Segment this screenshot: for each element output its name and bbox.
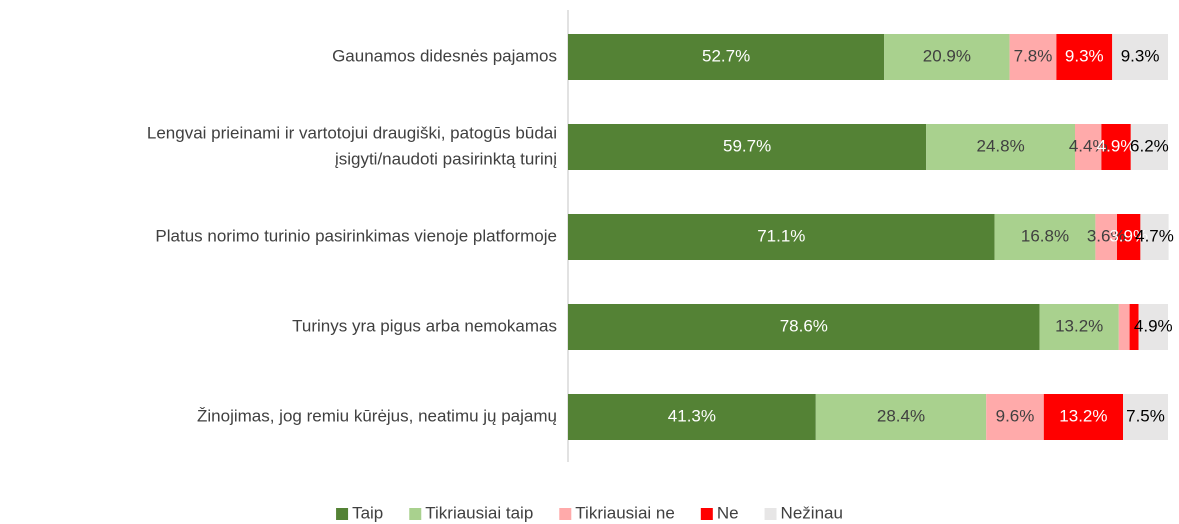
legend: Taip Tikriausiai taip Tikriausiai ne Ne Neži…	[336, 503, 843, 522]
value-label: 6.2%	[1130, 136, 1169, 155]
category-label: Žinojimas, jog remiu kūrėjus, neatimu jų…	[197, 406, 557, 425]
value-label: 28.4%	[877, 406, 925, 425]
bar-segment	[1130, 124, 1168, 170]
value-label: 71.1%	[757, 226, 805, 245]
value-label: 4.4%	[1069, 136, 1108, 155]
bar-segment	[1117, 214, 1141, 260]
value-label: 3.6%	[1087, 226, 1126, 245]
bar-segment	[1101, 124, 1131, 170]
bar-segment	[1009, 34, 1057, 80]
legend-swatch	[409, 508, 422, 520]
value-label: 13.2%	[1059, 406, 1107, 425]
value-label: 20.9%	[923, 46, 971, 65]
category-label: įsigyti/naudoti pasirinktą turinį	[335, 149, 557, 168]
bar-segment	[926, 124, 1075, 170]
bar-segment	[568, 124, 927, 170]
legend-swatch	[559, 508, 572, 520]
legend-swatch	[764, 508, 777, 520]
bar-segment	[1043, 394, 1123, 440]
bar-segment	[1123, 394, 1168, 440]
value-label: 59.7%	[723, 136, 771, 155]
value-label: 52.7%	[702, 46, 750, 65]
bar-segment	[884, 34, 1010, 80]
bar-segment	[568, 34, 885, 80]
value-label: 4.7%	[1135, 226, 1174, 245]
bar-segment	[994, 214, 1096, 260]
bar-segment	[1095, 214, 1117, 260]
value-label: 24.8%	[976, 136, 1024, 155]
value-label: 4.9%	[1134, 316, 1173, 335]
bar-segment	[1112, 34, 1168, 80]
legend-label: Tikriausiai taip	[425, 503, 533, 522]
value-label: 78.6%	[780, 316, 828, 335]
value-label: 7.5%	[1126, 406, 1165, 425]
bar-segment	[568, 304, 1040, 350]
bar-segment	[1118, 304, 1130, 350]
bar-segment	[1129, 304, 1139, 350]
value-label: 9.6%	[996, 406, 1035, 425]
category-label: Lengvai prieinami ir vartotojui draugišk…	[147, 123, 557, 142]
value-label: 9.3%	[1065, 46, 1104, 65]
legend-label: Ne	[717, 503, 739, 522]
legend-label: Tikriausiai ne	[575, 503, 675, 522]
bar-segment	[1056, 34, 1113, 80]
legend-label: Taip	[352, 503, 383, 522]
value-label: 41.3%	[668, 406, 716, 425]
value-label: 13.2%	[1055, 316, 1103, 335]
legend-swatch	[336, 508, 349, 520]
legend-swatch	[700, 508, 713, 520]
legend-label: Nežinau	[781, 503, 843, 522]
value-label: 3.9%	[1109, 226, 1148, 245]
bar-segment	[568, 214, 995, 260]
value-label: 7.8%	[1014, 46, 1053, 65]
value-label: 4.9%	[1097, 136, 1136, 155]
bar-segment	[815, 394, 987, 440]
bar-segment	[986, 394, 1044, 440]
bar-segment	[1039, 304, 1119, 350]
category-label: Turinys yra pigus arba nemokamas	[292, 316, 557, 335]
bar-segment	[1140, 214, 1169, 260]
value-label: 9.3%	[1121, 46, 1160, 65]
value-label: 16.8%	[1021, 226, 1069, 245]
bar-segment	[568, 394, 816, 440]
bar-segment	[1075, 124, 1102, 170]
category-label: Gaunamos didesnės pajamos	[332, 46, 557, 65]
bar-segment	[1138, 304, 1168, 350]
category-label: Platus norimo turinio pasirinkimas vieno…	[155, 226, 557, 245]
